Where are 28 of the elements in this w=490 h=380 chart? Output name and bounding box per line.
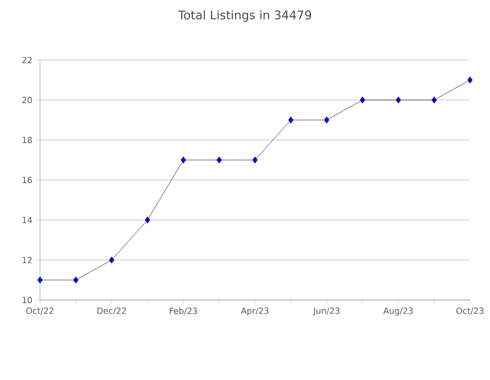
point [37, 276, 43, 284]
x-tick-label: Aug/23 [383, 308, 413, 316]
point [396, 96, 401, 104]
y-tick-label: 14 [22, 216, 32, 224]
point [144, 216, 150, 224]
y-tick-label: 10 [22, 296, 32, 304]
x-tick-label: Dec/22 [97, 308, 126, 315]
y-tick-label: 16 [22, 176, 32, 184]
point [252, 156, 258, 164]
x-tick-label: Jun/23 [312, 308, 340, 316]
y-tick-label: 20 [22, 96, 32, 104]
x-tick-label: Oct/23 [456, 308, 484, 315]
point [288, 116, 294, 124]
y-tick-label: 18 [22, 136, 32, 144]
x-tick-label: Feb/23 [170, 308, 197, 315]
point [180, 156, 186, 164]
x-tick-label: Apr/23 [240, 308, 268, 316]
y-tick-label: 12 [22, 256, 32, 264]
point [216, 156, 222, 164]
x-tick-label: Oct/22 [26, 308, 54, 315]
point [467, 76, 473, 84]
chart-title: Total Listings in 34479 [178, 10, 312, 22]
point [324, 116, 330, 124]
point [360, 96, 366, 104]
point [109, 256, 114, 264]
y-tick-label: 22 [22, 56, 32, 64]
point [432, 96, 437, 104]
point [73, 276, 78, 284]
